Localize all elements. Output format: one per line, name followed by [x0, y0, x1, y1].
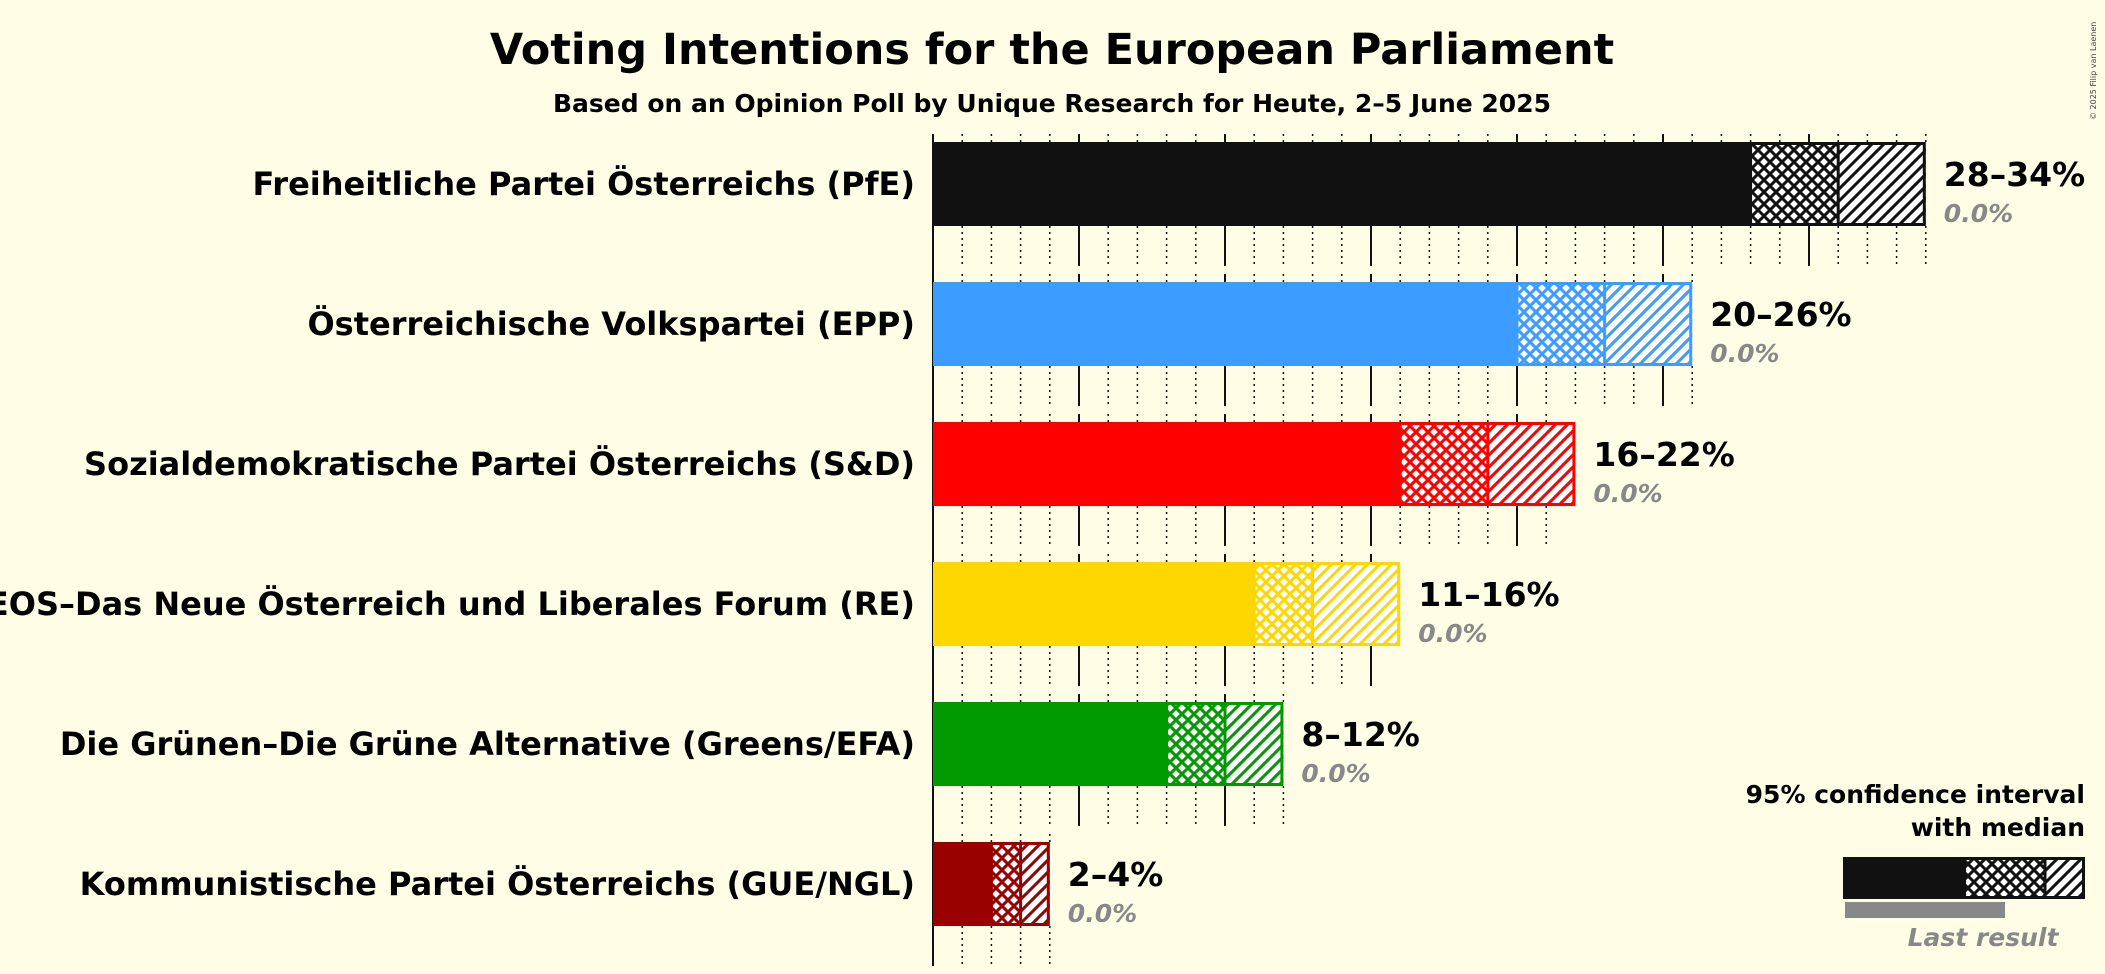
- bar-solid: [933, 702, 1167, 786]
- range-label: 2–4%: [1068, 855, 1164, 894]
- bar-ci-lower: [1517, 282, 1605, 366]
- bar-ci-lower: [1750, 142, 1839, 226]
- bars-group: Freiheitliche Partei Österreichs (PfE) 28…: [0, 142, 2085, 928]
- bar-ci-lower: [1166, 702, 1225, 786]
- bar-solid: [933, 422, 1401, 506]
- bar-ci-lower: [1400, 422, 1488, 506]
- party-label: Die Grünen–Die Grüne Alternative (Greens…: [60, 725, 915, 763]
- range-label: 20–26%: [1710, 295, 1851, 334]
- bar-ci-upper: [1312, 562, 1401, 646]
- legend-solid: [1843, 857, 1963, 899]
- last-result-label: 0.0%: [1593, 479, 1662, 508]
- bar-ci-upper: [1604, 282, 1693, 366]
- legend-ci-outline: [1963, 857, 2085, 899]
- bar-ci-upper: [1838, 142, 1926, 226]
- party-label: Freiheitliche Partei Österreichs (PfE): [252, 165, 915, 203]
- legend-ci-lower: [1963, 857, 2045, 899]
- last-result-label: 0.0%: [1944, 199, 2013, 228]
- bar-ci-outline: [1252, 562, 1401, 646]
- last-result-label: 0.0%: [1068, 899, 1137, 928]
- bar-solid: [933, 842, 992, 926]
- legend-ci-upper: [2045, 857, 2085, 899]
- legend-last-result-label: Last result: [1908, 923, 2060, 952]
- copyright-text: © 2025 Filip van Laenen: [2089, 22, 2098, 120]
- grid-lines: [932, 134, 1927, 966]
- bar-ci-lower: [1254, 562, 1313, 646]
- party-label: Kommunistische Partei Österreichs (GUE/N…: [80, 865, 915, 903]
- legend-title-line1: 95% confidence interval: [1746, 780, 2085, 809]
- range-label: 28–34%: [1944, 155, 2085, 194]
- bar-ci-lower: [991, 842, 1021, 926]
- range-label: 16–22%: [1593, 435, 1734, 474]
- bar-solid: [933, 282, 1517, 366]
- bar-solid: [933, 562, 1255, 646]
- last-result-label: 0.0%: [1710, 339, 1779, 368]
- bar-ci-upper: [1487, 422, 1576, 506]
- party-label: Österreichische Volkspartei (EPP): [307, 305, 915, 343]
- chart-title: Voting Intentions for the European Parli…: [490, 25, 1614, 75]
- range-label: 11–16%: [1418, 575, 1559, 614]
- party-label: Sozialdemokratische Partei Österreichs (…: [84, 445, 915, 483]
- range-label: 8–12%: [1301, 715, 1419, 754]
- bar-solid: [933, 142, 1751, 226]
- bar-ci-upper: [1020, 842, 1050, 926]
- legend-last-result-bar: [1845, 902, 2005, 918]
- party-label: NEOS–Das Neue Österreich und Liberales F…: [0, 585, 915, 623]
- legend: 95% confidence interval with median Last r…: [1746, 780, 2085, 952]
- last-result-label: 0.0%: [1301, 759, 1370, 788]
- legend-title-line2: with median: [1911, 813, 2085, 842]
- bar-ci-upper: [1225, 702, 1284, 786]
- chart-subtitle: Based on an Opinion Poll by Unique Resea…: [553, 89, 1551, 118]
- last-result-label: 0.0%: [1418, 619, 1487, 648]
